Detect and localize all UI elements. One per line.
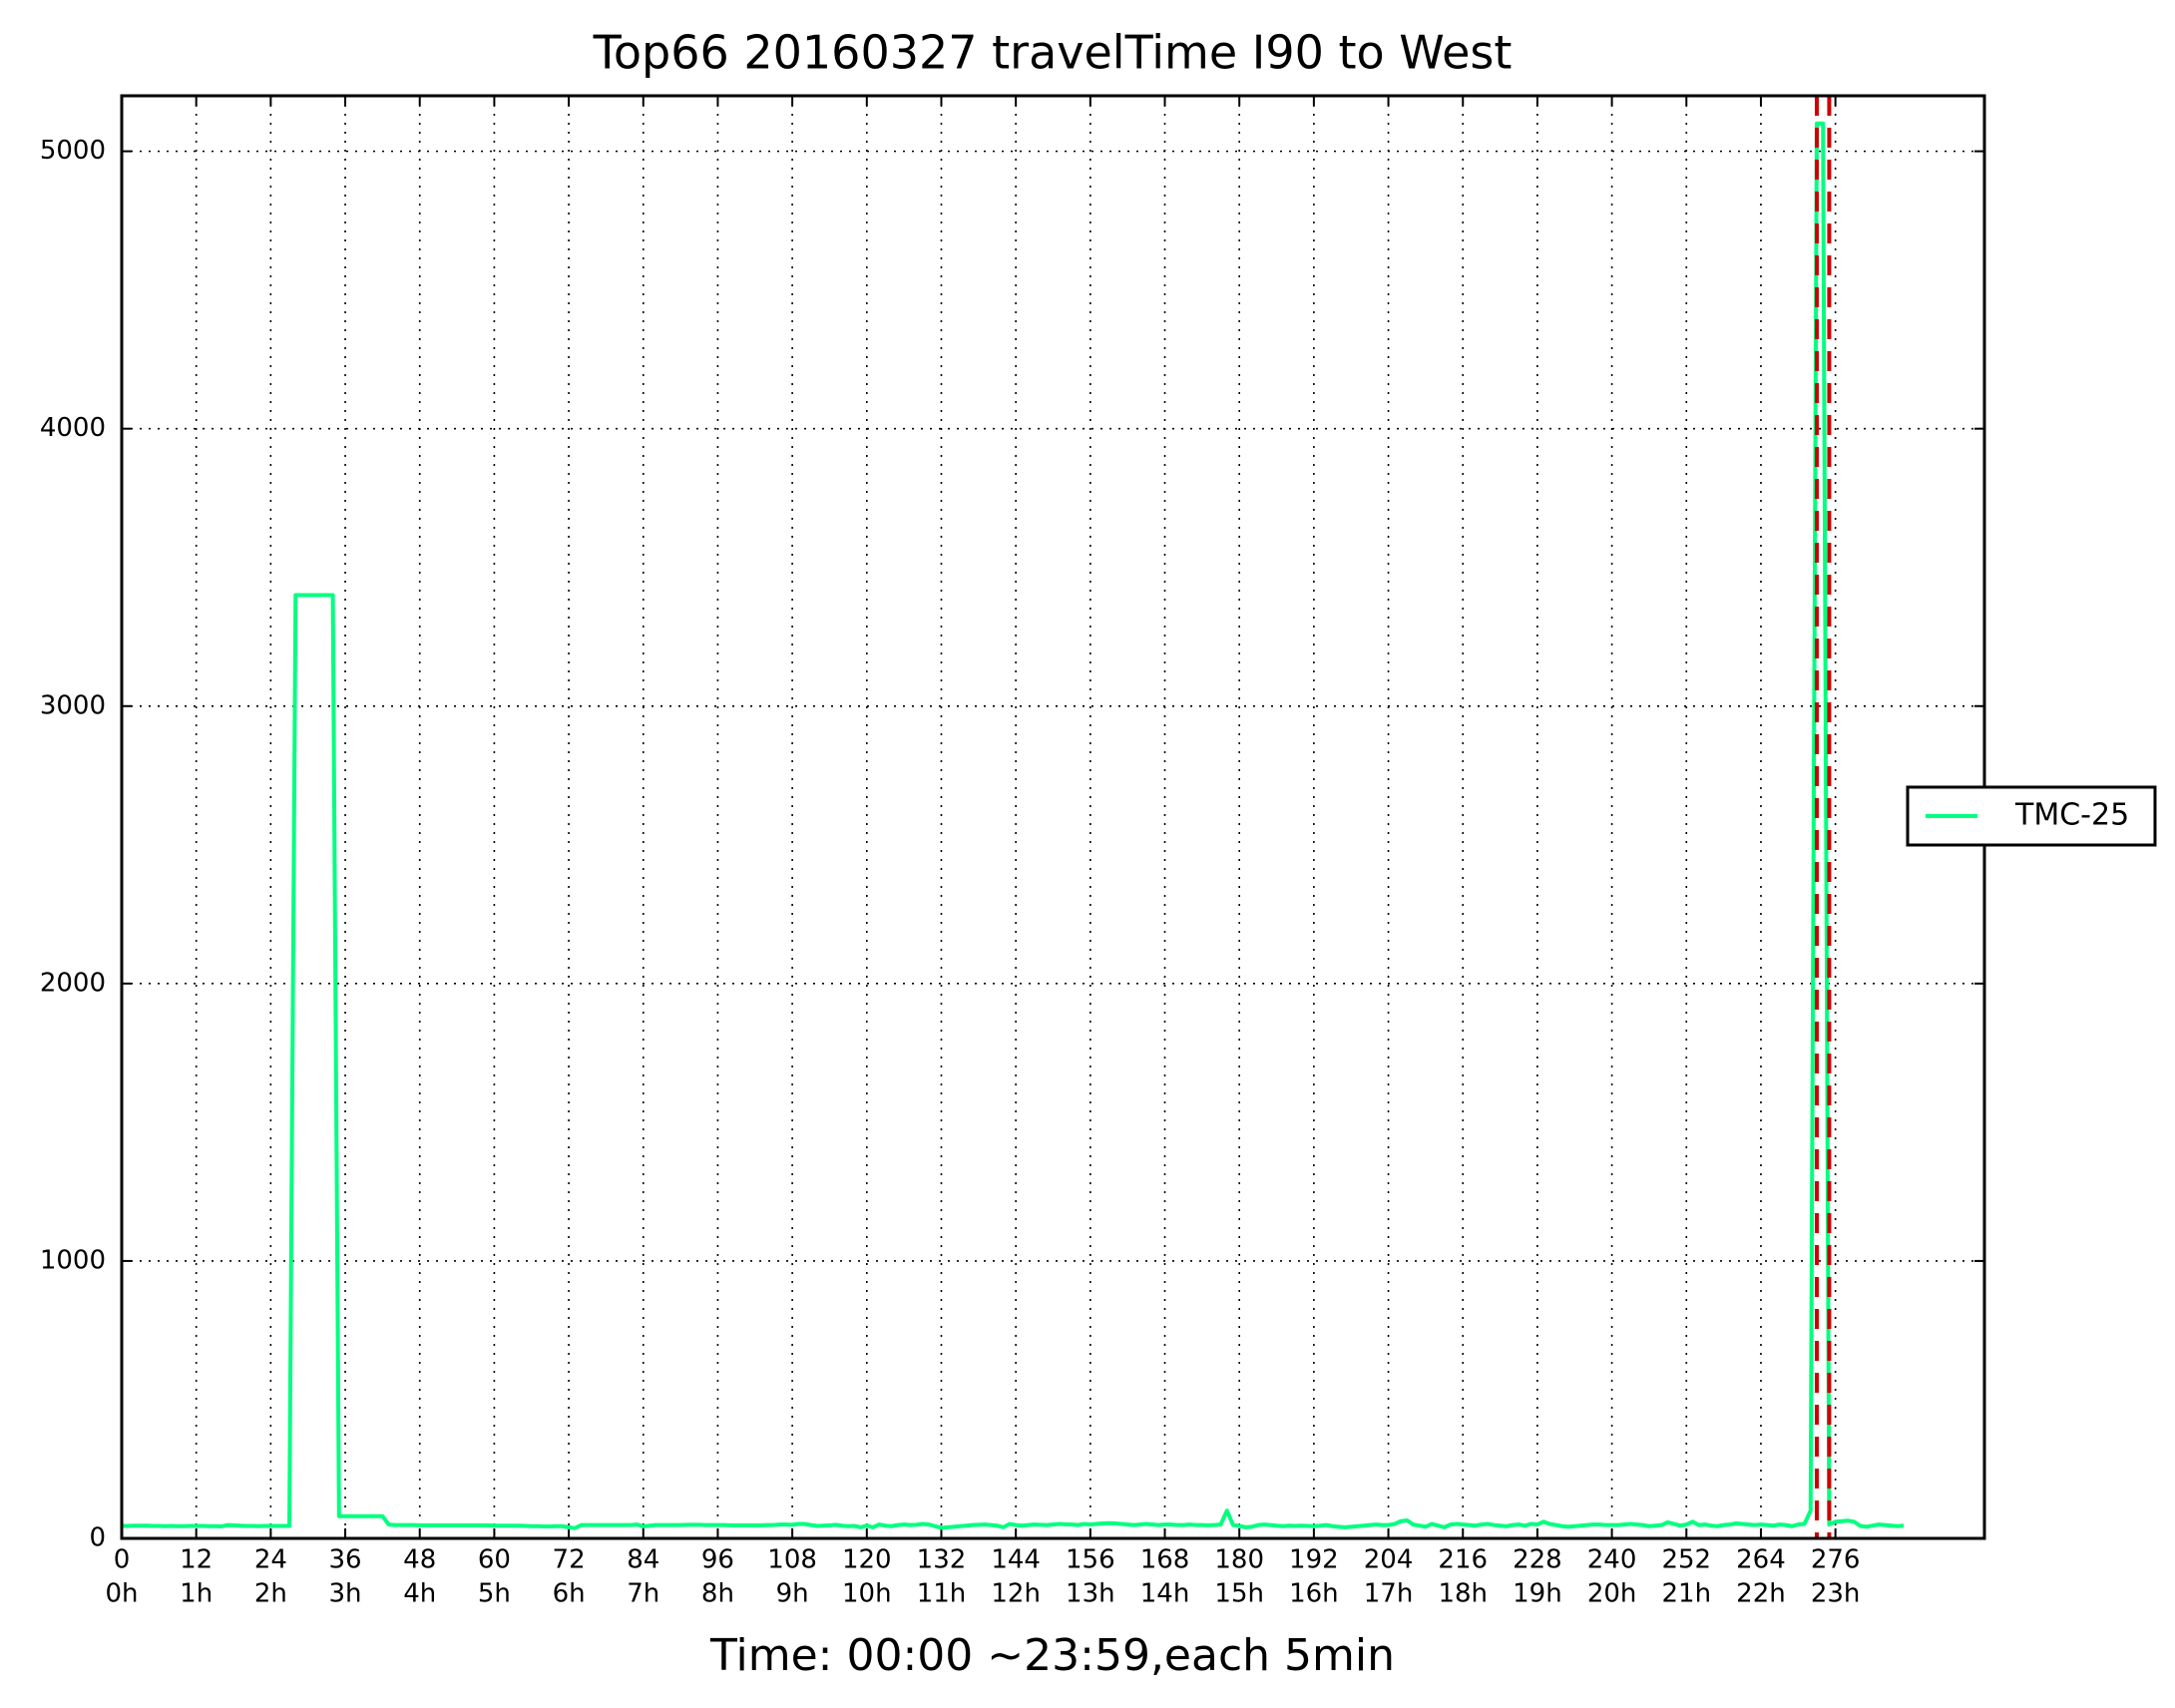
y-tick-label: 4000 (40, 413, 106, 443)
x-tick-sublabel: 15h (1214, 1579, 1264, 1609)
x-tick-label: 168 (1140, 1545, 1190, 1575)
x-tick-label: 276 (1811, 1545, 1861, 1575)
x-tick-label: 240 (1587, 1545, 1637, 1575)
x-tick-label: 60 (478, 1545, 511, 1575)
x-tick-sublabel: 4h (403, 1579, 436, 1609)
x-tick-label: 192 (1289, 1545, 1339, 1575)
x-tick-sublabel: 2h (254, 1579, 287, 1609)
x-tick-sublabel: 0h (105, 1579, 138, 1609)
x-tick-sublabel: 12h (991, 1579, 1041, 1609)
x-tick-label: 228 (1513, 1545, 1562, 1575)
x-tick-sublabel: 13h (1066, 1579, 1115, 1609)
x-tick-label: 252 (1661, 1545, 1711, 1575)
data-line (122, 121, 1905, 1530)
x-tick-sublabel: 23h (1811, 1579, 1861, 1609)
plot-frame (120, 94, 1986, 1540)
x-tick-label: 108 (767, 1545, 817, 1575)
x-tick-label: 12 (180, 1545, 213, 1575)
x-tick-label: 144 (991, 1545, 1041, 1575)
x-tick-sublabel: 1h (180, 1579, 213, 1609)
x-tick-label: 48 (403, 1545, 436, 1575)
x-tick-sublabel: 3h (329, 1579, 362, 1609)
x-tick-sublabel: 19h (1513, 1579, 1562, 1609)
x-tick-label: 120 (842, 1545, 892, 1575)
y-tick-label: 5000 (40, 136, 106, 166)
y-tick-label: 2000 (40, 968, 106, 998)
x-tick-sublabel: 21h (1661, 1579, 1711, 1609)
x-tick-label: 96 (701, 1545, 734, 1575)
x-tick-label: 0 (114, 1545, 131, 1575)
x-tick-sublabel: 20h (1587, 1579, 1637, 1609)
x-tick-sublabel: 17h (1364, 1579, 1414, 1609)
legend-label: TMC-25 (2014, 798, 2129, 833)
x-tick-label: 216 (1438, 1545, 1488, 1575)
x-tick-sublabel: 8h (701, 1579, 734, 1609)
y-tick-label: 3000 (40, 690, 106, 720)
x-tick-label: 132 (917, 1545, 967, 1575)
x-tick-sublabel: 5h (478, 1579, 511, 1609)
x-tick-sublabel: 9h (776, 1579, 809, 1609)
x-tick-sublabel: 11h (917, 1579, 967, 1609)
x-tick-sublabel: 22h (1736, 1579, 1786, 1609)
y-tick-label: 1000 (40, 1245, 106, 1275)
x-tick-sublabel: 6h (553, 1579, 586, 1609)
x-tick-label: 24 (254, 1545, 287, 1575)
chart-title: Top66 20160327 travelTime I90 to West (593, 26, 1513, 80)
y-tick-label: 0 (89, 1523, 106, 1553)
x-tick-label: 84 (627, 1545, 659, 1575)
x-tick-sublabel: 16h (1289, 1579, 1339, 1609)
x-axis-label: Time: 00:00 ~23:59,each 5min (709, 1630, 1395, 1681)
x-tick-label: 180 (1214, 1545, 1264, 1575)
x-tick-label: 204 (1364, 1545, 1414, 1575)
x-tick-sublabel: 18h (1438, 1579, 1488, 1609)
x-tick-sublabel: 10h (842, 1579, 892, 1609)
x-tick-label: 156 (1066, 1545, 1115, 1575)
x-tick-label: 72 (553, 1545, 586, 1575)
x-tick-label: 264 (1736, 1545, 1786, 1575)
x-tick-label: 36 (328, 1545, 361, 1575)
x-tick-sublabel: 7h (627, 1579, 659, 1609)
x-tick-sublabel: 14h (1140, 1579, 1190, 1609)
